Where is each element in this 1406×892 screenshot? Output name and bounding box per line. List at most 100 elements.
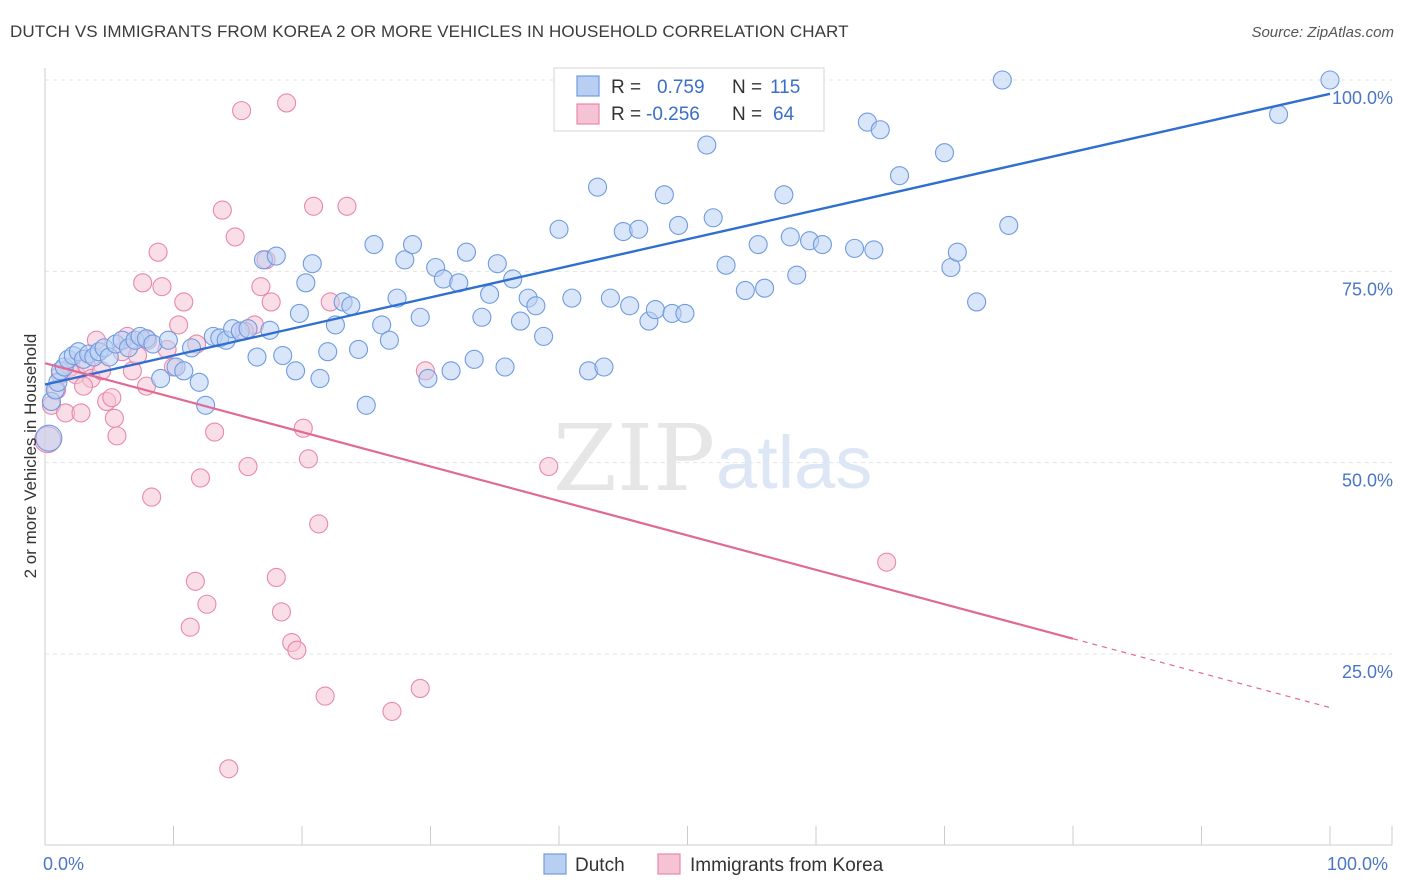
dutch-point-44: [310, 368, 330, 389]
dutch-point-83: [629, 219, 649, 239]
dutch-point-37: [260, 320, 280, 340]
korea-point-39: [251, 277, 271, 297]
korea-point-21: [142, 487, 162, 507]
korea-point-22: [148, 242, 168, 262]
dutch-point-78: [587, 177, 608, 197]
bottom-legend-swatch-korea: [657, 853, 681, 875]
korea-point-35: [225, 227, 245, 247]
dutch-point-58: [418, 368, 438, 389]
korea-point-14: [107, 426, 127, 446]
y-axis-label: 2 or more Vehicles in Household: [21, 334, 40, 579]
chart-title: DUTCH VS IMMIGRANTS FROM KOREA 2 OR MORE…: [10, 22, 849, 41]
bottom-legend-label-dutch: Dutch: [575, 855, 625, 876]
korea-point-46: [287, 640, 307, 660]
dutch-point-65: [472, 307, 492, 327]
legend-r-value-korea: -0.256: [646, 104, 700, 125]
dutch-point-67: [487, 254, 507, 274]
dutch-point-92: [716, 255, 736, 275]
legend-r-label-korea: R =: [611, 104, 641, 125]
dutch-point-89: [675, 303, 695, 323]
dutch-point-53: [379, 330, 399, 350]
korea-point-59: [104, 408, 124, 428]
legend-n-value-korea: 64: [773, 104, 795, 125]
korea-point-13: [102, 388, 122, 408]
dutch-point-35: [247, 347, 267, 367]
korea-point-60: [74, 376, 94, 396]
dutch-point-105: [870, 120, 890, 140]
x-tick-label-max: 100.0%: [1327, 854, 1388, 874]
axes: [44, 68, 1392, 846]
korea-point-50: [309, 514, 329, 534]
dutch-point-113: [1269, 104, 1289, 124]
dutch-point-112: [999, 215, 1019, 235]
x-ticks: [173, 826, 1393, 845]
watermark-atlas: atlas: [716, 421, 872, 504]
dutch-point-41: [289, 303, 309, 323]
dutch-point-110: [967, 292, 987, 312]
grid-lines: [45, 79, 1392, 655]
dutch-point-51: [364, 234, 384, 255]
dutch-point-70: [510, 311, 531, 331]
dutch-point-40: [286, 361, 306, 381]
korea-point-43: [271, 602, 291, 622]
dutch-point-55: [395, 250, 415, 270]
y-tick-labels: 25.0% 50.0% 75.0% 100.0%: [1332, 88, 1393, 682]
korea-point-26: [169, 315, 189, 335]
dutch-point-97: [774, 185, 794, 205]
korea-point-53: [337, 196, 357, 216]
dutch-point-86: [654, 185, 674, 205]
dutch-point-80: [600, 288, 620, 308]
korea-point-51: [315, 686, 335, 706]
dutch-point-111: [992, 70, 1012, 90]
dutch-point-27: [189, 372, 209, 392]
legend-r-label-dutch: R =: [611, 77, 641, 98]
korea-point-32: [205, 422, 225, 442]
y-tick-label-50: 50.0%: [1342, 471, 1393, 491]
dutch-point-61: [441, 361, 461, 381]
dutch-point-34: [238, 319, 258, 339]
korea-point-58: [877, 552, 897, 572]
dutch-point-91: [703, 208, 723, 228]
dutch-point-75: [562, 288, 582, 308]
dutch-point-56: [402, 234, 423, 255]
korea-point-23: [152, 277, 172, 297]
korea-point-57: [539, 456, 559, 477]
korea-point-29: [185, 571, 205, 591]
dutch-point-104: [864, 240, 884, 260]
dutch-point-38: [266, 246, 286, 266]
trend-lines: [44, 92, 1331, 709]
legend-n-value-dutch: 115: [770, 77, 800, 98]
dutch-point-102: [844, 238, 865, 258]
korea-point-54: [382, 701, 402, 721]
legend-r-value-dutch: 0.759: [657, 77, 705, 98]
x-tick-label-min: 0.0%: [43, 854, 84, 874]
korea-point-36: [232, 101, 252, 121]
korea-point-27: [174, 292, 194, 312]
dutch-point-109: [947, 242, 967, 262]
dutch-point-42: [296, 273, 316, 293]
dutch-point-64: [464, 349, 484, 369]
dutch-point-88: [668, 215, 689, 235]
dutch-point-45: [318, 342, 338, 362]
legend-n-label-dutch: N =: [732, 77, 762, 98]
legend-n-label-korea: N =: [732, 104, 762, 125]
dutch-point-0: [35, 424, 63, 452]
dutch-point-22: [151, 368, 171, 389]
dutch-point-52: [372, 315, 392, 335]
dutch-points: [35, 70, 1340, 452]
dutch-point-54: [387, 288, 407, 308]
korea-point-48: [298, 449, 318, 469]
dutch-point-49: [348, 339, 369, 359]
bottom-legend-label-korea: Immigrants from Korea: [690, 855, 884, 876]
korea-point-19: [133, 273, 153, 293]
y-tick-label-100: 100.0%: [1332, 88, 1393, 108]
dutch-point-95: [755, 278, 775, 298]
dutch-point-72: [526, 296, 546, 316]
dutch-point-68: [495, 357, 515, 377]
dutch-point-82: [620, 296, 640, 316]
dutch-point-85: [645, 300, 665, 320]
korea-point-28: [180, 617, 200, 637]
korea-point-30: [190, 468, 211, 488]
correlation-legend: R = 0.759 N = 115 R = -0.256 N = 64: [553, 67, 825, 132]
korea-trend-line: [44, 362, 1074, 640]
